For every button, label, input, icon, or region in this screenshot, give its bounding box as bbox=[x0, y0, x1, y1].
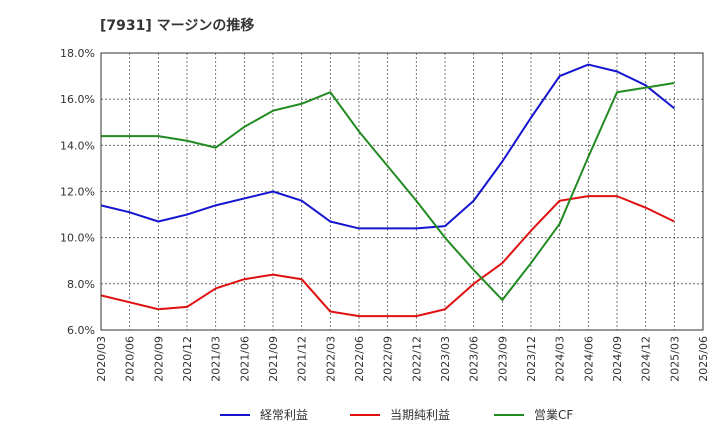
x-tick-label: 2025/03 bbox=[668, 336, 681, 382]
x-tick-label: 2023/12 bbox=[525, 336, 538, 382]
grid bbox=[101, 53, 703, 330]
legend-label: 営業CF bbox=[534, 408, 573, 422]
x-axis: 2020/03 2020/06 2020/09 2020/12 2021/03 2021/… bbox=[95, 336, 710, 382]
x-tick-label: 2020/09 bbox=[152, 336, 165, 382]
y-tick-label: 14.0% bbox=[60, 139, 95, 152]
y-tick-label: 16.0% bbox=[60, 93, 95, 106]
x-tick-label: 2022/12 bbox=[410, 336, 423, 382]
chart-title: [7931] マージンの推移 bbox=[100, 17, 254, 34]
x-tick-label: 2024/09 bbox=[611, 336, 624, 382]
x-tick-label: 2021/12 bbox=[296, 336, 309, 382]
x-tick-label: 2022/09 bbox=[382, 336, 395, 382]
y-tick-label: 6.0% bbox=[67, 324, 95, 337]
series-line bbox=[100, 63, 675, 230]
y-tick-label: 8.0% bbox=[67, 278, 95, 291]
x-tick-label: 2021/09 bbox=[267, 336, 280, 382]
x-tick-label: 2020/06 bbox=[124, 336, 137, 382]
y-tick-label: 10.0% bbox=[60, 232, 95, 245]
x-tick-label: 2020/03 bbox=[95, 336, 108, 382]
legend-label: 経常利益 bbox=[260, 408, 308, 422]
x-tick-label: 2024/06 bbox=[582, 336, 595, 382]
legend: 経常利益 当期純利益 営業CF bbox=[220, 408, 573, 422]
series-line bbox=[101, 82, 675, 301]
y-tick-label: 12.0% bbox=[60, 186, 95, 199]
series-line bbox=[100, 195, 675, 318]
y-axis: 6.0% 8.0% 10.0% 12.0% 14.0% 16.0% 18.0% bbox=[60, 47, 95, 337]
x-tick-label: 2024/03 bbox=[554, 336, 567, 382]
x-tick-label: 2020/12 bbox=[181, 336, 194, 382]
x-tick-label: 2023/03 bbox=[439, 336, 452, 382]
x-tick-label: 2022/03 bbox=[324, 336, 337, 382]
x-tick-label: 2021/03 bbox=[210, 336, 223, 382]
series-lines bbox=[100, 63, 675, 318]
x-tick-label: 2021/06 bbox=[238, 336, 251, 382]
x-tick-label: 2023/09 bbox=[496, 336, 509, 382]
x-tick-label: 2024/12 bbox=[640, 336, 653, 382]
x-tick-label: 2022/06 bbox=[353, 336, 366, 382]
legend-label: 当期純利益 bbox=[390, 408, 450, 422]
y-tick-label: 18.0% bbox=[60, 47, 95, 60]
plot-frame bbox=[100, 52, 704, 331]
x-tick-label: 2023/06 bbox=[468, 336, 481, 382]
x-tick-label: 2025/06 bbox=[697, 336, 710, 382]
